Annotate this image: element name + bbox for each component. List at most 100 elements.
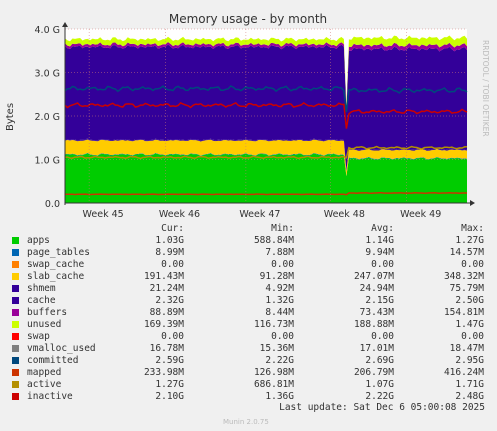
- legend-name: swap: [27, 331, 50, 342]
- memory-usage-chart: Memory usage - by month Bytes 0.0 1.0 G 2.…: [5, 12, 475, 220]
- legend-row: inactive 2.10G 1.36G 2.22G 2.48G: [12, 391, 492, 403]
- area-apps: [65, 153, 467, 203]
- legend-max-value: 154.81M: [443, 307, 484, 318]
- legend-cur-value: 0.00: [161, 331, 184, 342]
- legend-swatch: [12, 297, 19, 304]
- legend-avg-value: 2.69G: [365, 355, 394, 366]
- legend-max-value: 1.47G: [455, 319, 484, 330]
- legend-cur-value: 8.99M: [155, 247, 184, 258]
- line-inactive: [64, 101, 468, 129]
- legend-avg-value: 2.15G: [365, 295, 394, 306]
- legend-max-value: 0.00: [461, 331, 484, 342]
- munin-version: Munin 2.0.75: [223, 418, 269, 426]
- legend-max-value: 1.71G: [455, 379, 484, 390]
- legend-max-value: 1.27G: [455, 235, 484, 246]
- x-tick-label: Week 47: [239, 209, 280, 220]
- header-cur: Cur:: [161, 223, 184, 234]
- legend-row: unused 169.39M 116.73M 188.88M 1.47G: [12, 319, 492, 331]
- y-tick-label: 3.0 G: [35, 69, 61, 80]
- legend-row: shmem 21.24M 4.92M 24.94M 75.79M: [12, 283, 492, 295]
- y-axis-label: Bytes: [5, 103, 16, 131]
- line-mapped: [64, 192, 467, 196]
- legend-min-value: 1.36G: [265, 391, 294, 402]
- legend-min-value: 686.81M: [253, 379, 294, 390]
- legend-cur-value: 169.39M: [143, 319, 184, 330]
- legend-cur-value: 233.98M: [143, 367, 184, 378]
- header-min: Min:: [271, 223, 294, 234]
- legend-row: active 1.27G 686.81M 1.07G 1.71G: [12, 379, 492, 391]
- legend-avg-value: 24.94M: [359, 283, 394, 294]
- legend-name: slab_cache: [27, 271, 85, 282]
- area-slab_cache: [65, 139, 467, 177]
- legend-row: mapped 233.98M 126.98M 206.79M 416.24M: [12, 367, 492, 379]
- x-tick-label: Week 49: [400, 209, 441, 220]
- legend-name: apps: [27, 235, 50, 246]
- legend-cur-value: 1.03G: [155, 235, 184, 246]
- legend-swatch: [12, 261, 19, 268]
- legend-swatch: [12, 381, 19, 388]
- legend-swatch: [12, 369, 19, 376]
- legend-swatch: [12, 357, 19, 364]
- last-update: Last update: Sat Dec 6 05:00:08 2025: [279, 402, 485, 413]
- legend-avg-value: 17.01M: [359, 343, 394, 354]
- x-tick-label: Week 46: [159, 209, 200, 220]
- legend-cur-value: 191.43M: [143, 271, 184, 282]
- legend-name: cache: [27, 295, 56, 306]
- legend-min-value: 2.22G: [265, 355, 294, 366]
- legend-cur-value: 2.59G: [155, 355, 184, 366]
- legend-row: cache 2.32G 1.32G 2.15G 2.50G: [12, 295, 492, 307]
- legend-min-value: 91.28M: [259, 271, 294, 282]
- legend-max-value: 2.48G: [455, 391, 484, 402]
- y-tick-label: 0.0: [45, 199, 60, 210]
- legend-name: page_tables: [27, 247, 90, 258]
- legend-min-value: 0.00: [271, 259, 294, 270]
- legend-row: slab_cache 191.43M 91.28M 247.07M 348.32M: [12, 271, 492, 283]
- legend-avg-value: 188.88M: [353, 319, 394, 330]
- legend-min-value: 7.88M: [265, 247, 294, 258]
- legend-max-value: 75.79M: [449, 283, 484, 294]
- legend-cur-value: 1.27G: [155, 379, 184, 390]
- legend-name: inactive: [27, 391, 73, 402]
- legend-swatch: [12, 321, 19, 328]
- legend-cur-value: 2.10G: [155, 391, 184, 402]
- legend-cur-value: 2.32G: [155, 295, 184, 306]
- legend-min-value: 1.32G: [265, 295, 294, 306]
- legend-avg-value: 1.07G: [365, 379, 394, 390]
- legend-cur-value: 88.89M: [149, 307, 184, 318]
- area-buffers: [65, 42, 467, 111]
- header-max: Max:: [461, 223, 484, 234]
- area-cache: [65, 44, 467, 171]
- x-tick-label: Week 45: [83, 209, 124, 220]
- legend-max-value: 18.47M: [449, 343, 484, 354]
- rrdtool-credit: RRDTOOL / TOBI OETIKER: [481, 40, 490, 137]
- legend-row: committed 2.59G 2.22G 2.69G 2.95G: [12, 355, 492, 367]
- legend-max-value: 348.32M: [443, 271, 484, 282]
- legend-min-value: 0.00: [271, 331, 294, 342]
- legend-name: committed: [27, 355, 79, 366]
- x-tick-label: Week 48: [324, 209, 365, 220]
- legend-row: buffers 88.89M 8.44M 73.43M 154.81M: [12, 307, 492, 319]
- legend-name: buffers: [27, 307, 68, 318]
- legend-cur-value: 21.24M: [149, 283, 184, 294]
- legend-row: page_tables 8.99M 7.88M 9.94M 14.57M: [12, 247, 492, 259]
- legend-avg-value: 9.94M: [365, 247, 394, 258]
- line-active: [64, 145, 468, 160]
- legend-swatch: [12, 333, 19, 340]
- legend-swatch: [12, 345, 19, 352]
- legend-avg-value: 0.00: [371, 331, 394, 342]
- legend-swatch: [12, 393, 19, 400]
- legend-min-value: 8.44M: [265, 307, 294, 318]
- legend-name: active: [27, 379, 62, 390]
- legend-avg-value: 0.00: [371, 259, 394, 270]
- area-unused: [65, 35, 467, 109]
- legend-max-value: 0.00: [461, 259, 484, 270]
- legend-max-value: 14.57M: [449, 247, 484, 258]
- legend-max-value: 2.50G: [455, 295, 484, 306]
- legend-name: shmem: [27, 283, 56, 294]
- chart-title: Memory usage - by month: [169, 12, 327, 26]
- legend-cur-value: 0.00: [161, 259, 184, 270]
- legend-row: vmalloc_used 16.78M 15.36M 17.01M 18.47M: [12, 343, 492, 355]
- legend-min-value: 588.84M: [253, 235, 294, 246]
- legend-min-value: 126.98M: [253, 367, 294, 378]
- y-tick-label: 1.0 G: [35, 156, 61, 167]
